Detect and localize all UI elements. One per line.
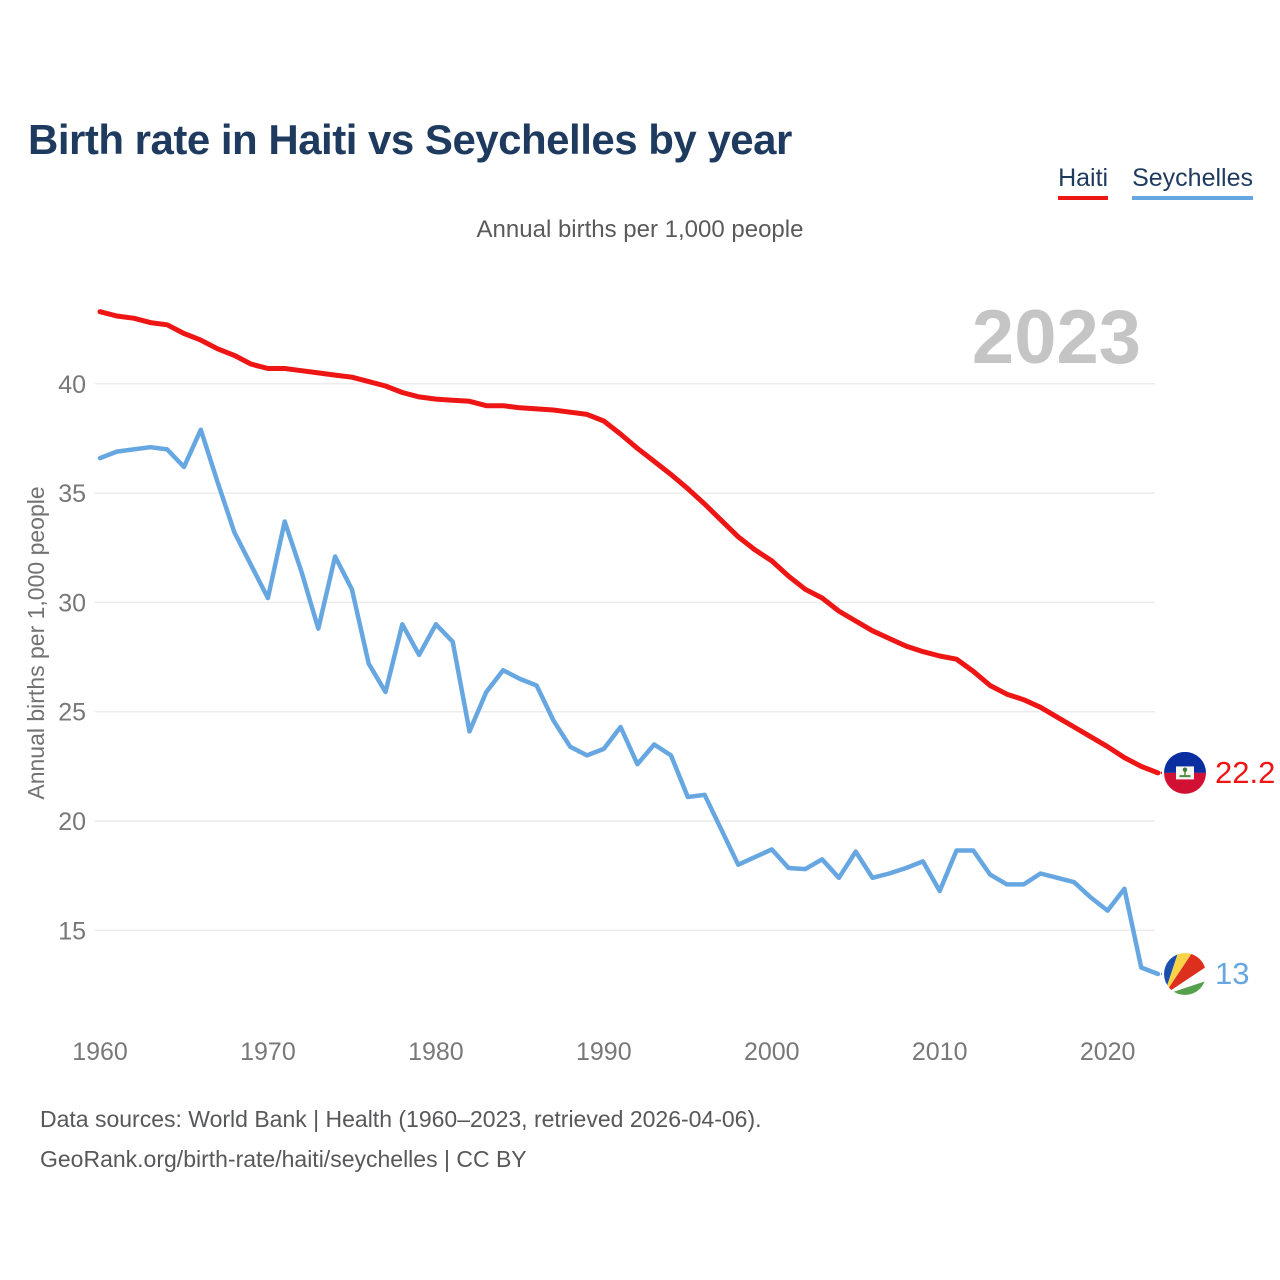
legend-item-haiti[interactable]: Haiti: [1058, 164, 1109, 200]
haiti-line: [97, 309, 1161, 776]
x-tick-label: 1970: [240, 1038, 296, 1066]
footer-attribution: GeoRank.org/birth-rate/haiti/seychelles …: [40, 1146, 527, 1172]
haiti-end-value: 22.2: [1215, 755, 1275, 790]
seychelles-line: [97, 427, 1161, 977]
x-tick-label: 2010: [912, 1038, 968, 1066]
legend-item-seychelles[interactable]: Seychelles: [1132, 164, 1253, 200]
y-tick-label: 30: [58, 589, 86, 617]
y-axis-title: Annual births per 1,000 people: [23, 486, 49, 799]
seychelles-flag-icon: [1164, 953, 1206, 996]
y-tick-label: 35: [58, 480, 86, 508]
x-tick-label: 1980: [408, 1038, 464, 1066]
legend: Haiti Seychelles: [1058, 164, 1253, 200]
y-tick-label: 15: [58, 917, 86, 945]
x-tick-label: 1990: [576, 1038, 632, 1066]
chart-subtitle: Annual births per 1,000 people: [476, 216, 804, 243]
footer-source: Data sources: World Bank | Health (1960–…: [40, 1106, 762, 1132]
seychelles-end-value: 13: [1215, 956, 1249, 991]
watermark-year: 2023: [972, 295, 1141, 380]
x-tick-label: 2020: [1080, 1038, 1136, 1066]
y-tick-label: 25: [58, 699, 86, 727]
x-tick-label: 1960: [72, 1038, 128, 1066]
legend-label-seychelles: Seychelles: [1132, 164, 1253, 192]
y-tick-label: 40: [58, 371, 86, 399]
x-tick-label: 2000: [744, 1038, 800, 1066]
haiti-flag-icon: [1164, 751, 1206, 794]
page-title: Birth rate in Haiti vs Seychelles by yea…: [28, 116, 792, 164]
y-tick-label: 20: [58, 808, 86, 836]
legend-label-haiti: Haiti: [1058, 164, 1109, 192]
